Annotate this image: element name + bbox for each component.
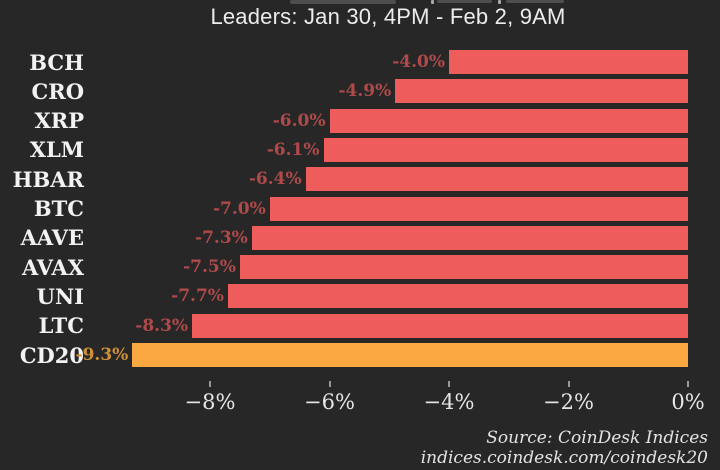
bar-row: XRP -6.0% xyxy=(0,108,720,134)
bar xyxy=(305,167,688,192)
bar-value-label: -9.3% xyxy=(75,345,129,365)
x-axis-tick-label: 0% xyxy=(671,390,705,414)
bar-value-label: -7.3% xyxy=(195,227,248,248)
bar-value-label: -7.5% xyxy=(183,257,236,278)
bar xyxy=(323,137,688,162)
bar-row: CRO -4.9% xyxy=(0,78,720,104)
bar xyxy=(227,284,688,309)
category-label: CD20 xyxy=(19,342,84,368)
bar xyxy=(251,225,688,250)
source-line-2: indices.coindesk.com/coindesk20 xyxy=(420,448,708,468)
bar-row: LTC -8.3% xyxy=(0,313,720,339)
x-axis-tick-mark xyxy=(567,381,570,387)
bar-value-label: -6.1% xyxy=(266,139,320,160)
bar-row: HBAR -6.4% xyxy=(0,166,720,192)
chart-title: Leaders: Jan 30, 4PM - Feb 2, 9AM xyxy=(210,4,566,29)
bar xyxy=(239,255,688,280)
source-line-1: Source: CoinDesk Indices xyxy=(486,428,708,448)
bar-value-label: -4.0% xyxy=(392,52,445,72)
bar-value-label: -6.4% xyxy=(248,169,302,190)
bar xyxy=(192,313,688,338)
bar-value-label: -6.0% xyxy=(272,110,326,131)
bar-value-label: -4.9% xyxy=(338,81,392,102)
category-label: BCH xyxy=(29,49,84,75)
bar xyxy=(395,79,688,104)
bar-row: AAVE -7.3% xyxy=(0,225,720,251)
x-axis-tick-label: −8% xyxy=(184,390,236,414)
bar-value-label: -8.3% xyxy=(135,315,189,336)
bar-row: BCH -4.0% xyxy=(0,49,720,75)
bar-row: AVAX -7.5% xyxy=(0,254,720,280)
bar xyxy=(132,343,688,367)
category-label: HBAR xyxy=(12,166,84,192)
category-label: BTC xyxy=(33,196,84,221)
x-axis-tick-label: −6% xyxy=(304,390,355,414)
bar-row: CD20 -9.3% xyxy=(0,342,720,368)
x-axis-tick-mark xyxy=(687,381,689,387)
bar-value-label: -7.7% xyxy=(171,286,224,307)
x-axis-tick-mark xyxy=(448,381,450,387)
category-label: LTC xyxy=(38,313,84,339)
category-label: AAVE xyxy=(20,225,84,251)
x-axis-tick-label: −4% xyxy=(423,390,475,414)
x-axis-tick-label: −2% xyxy=(543,390,594,414)
bar xyxy=(449,50,688,74)
bar-row: XLM -6.1% xyxy=(0,137,720,163)
x-axis-tick-mark xyxy=(209,381,211,387)
category-label: UNI xyxy=(36,283,84,309)
bar-value-label: -7.0% xyxy=(212,198,266,219)
bar-row: UNI -7.7% xyxy=(0,283,720,309)
bar-row: BTC -7.0% xyxy=(0,196,720,221)
category-label: AVAX xyxy=(21,254,84,280)
category-label: XRP xyxy=(34,108,84,134)
x-axis-tick-mark xyxy=(328,381,331,387)
bar xyxy=(329,108,688,133)
category-label: CRO xyxy=(31,78,84,104)
bar xyxy=(269,196,688,221)
category-label: XLM xyxy=(29,137,84,163)
source-attribution: Source: CoinDesk Indices indices.coindes… xyxy=(421,428,708,468)
